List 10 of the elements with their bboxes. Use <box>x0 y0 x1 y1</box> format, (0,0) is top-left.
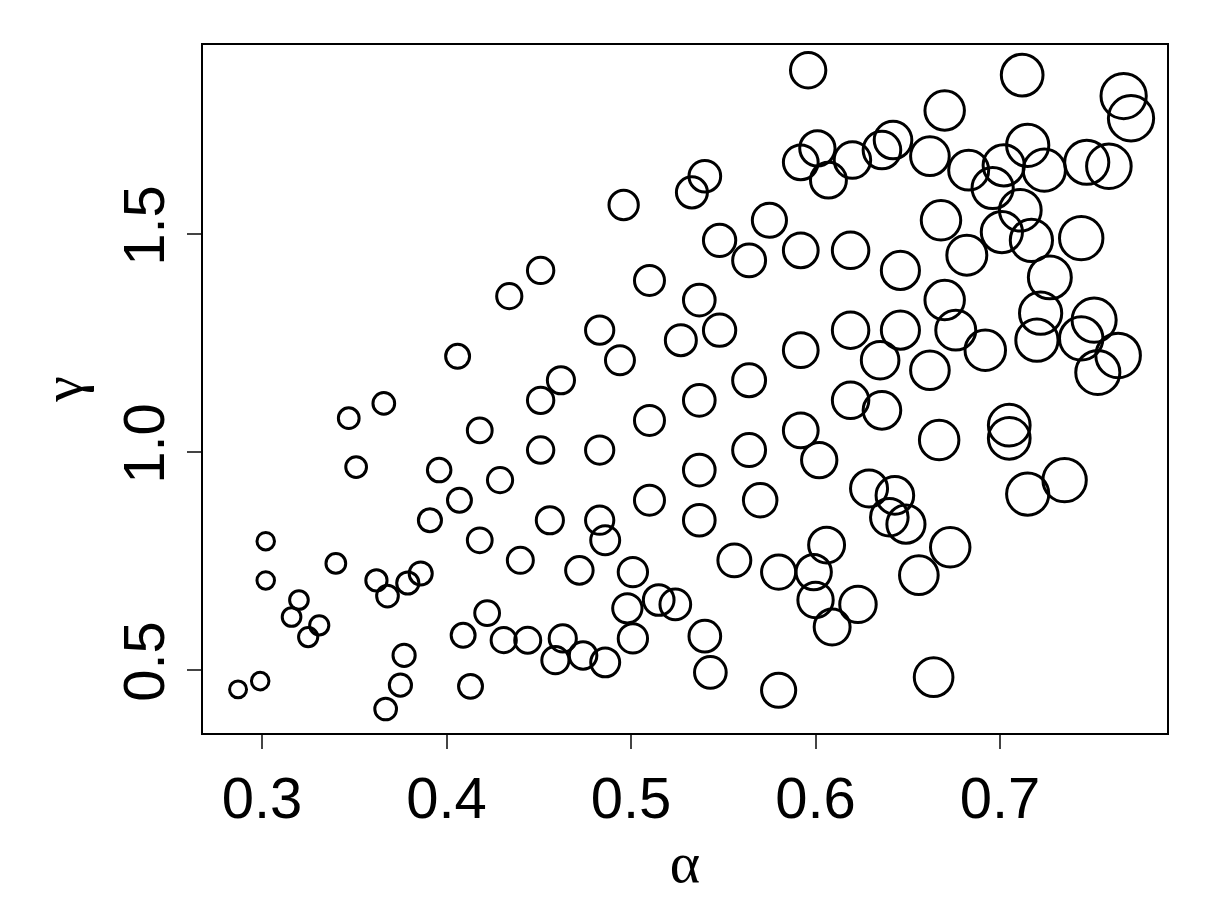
y-tick-label: 0.5 <box>111 621 177 702</box>
y-axis-title: γ <box>29 376 95 403</box>
x-tick-label: 0.5 <box>590 765 672 831</box>
x-tick-label: 0.4 <box>406 765 487 831</box>
x-tick-label: 0.6 <box>775 765 856 831</box>
y-tick-label: 1.5 <box>111 185 177 266</box>
x-axis-title: α <box>669 830 701 896</box>
x-tick-label: 0.3 <box>221 765 303 831</box>
x-tick-label: 0.7 <box>959 765 1041 831</box>
y-tick-label: 1.0 <box>111 403 177 484</box>
